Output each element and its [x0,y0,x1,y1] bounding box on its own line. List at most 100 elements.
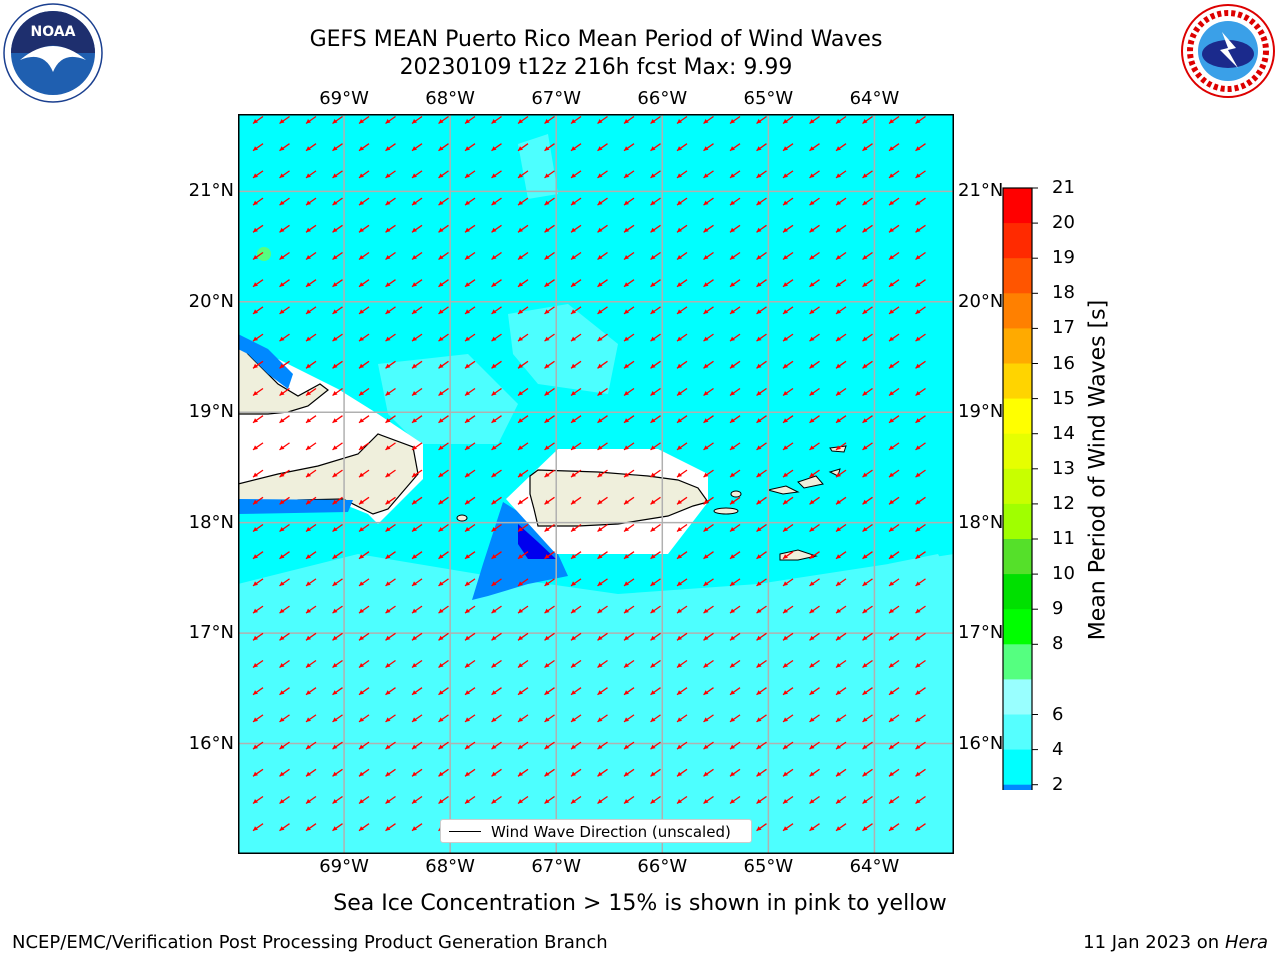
colorbar-tick-label: 12 [1052,492,1075,514]
wave-direction-arrow [332,795,343,805]
wave-direction-arrow [438,605,449,614]
wave-direction-arrow [358,197,370,206]
wave-direction-arrow [915,605,926,614]
wave-direction-arrow [597,279,608,288]
wave-direction-arrow [782,823,794,832]
wave-direction-arrow [597,442,608,451]
wave-direction-arrow [782,306,794,315]
wave-direction-arrow [305,551,317,560]
wave-direction-arrow [729,333,741,342]
wave-direction-arrow [544,523,555,533]
colorbar-segment [1003,784,1032,790]
colorbar-tick-label: 9 [1052,598,1064,620]
wave-direction-arrow [305,823,317,832]
wave-direction-arrow [915,768,926,777]
wave-direction-arrow [729,251,741,261]
wave-direction-arrow [676,170,688,179]
wave-direction-arrow [385,442,396,451]
wave-direction-arrow [756,415,767,424]
wave-direction-arrow [544,333,555,342]
st-croix-island [779,549,818,561]
wave-direction-arrow [676,306,688,315]
wave-direction-arrow [305,605,317,614]
wave-direction-arrow [385,659,396,669]
wave-direction-arrow [491,279,502,288]
wave-direction-arrow [835,360,847,369]
wave-direction-arrow [597,714,608,723]
wave-direction-arrow [623,170,635,179]
wave-direction-arrow [835,632,847,641]
wave-direction-arrow [544,197,555,206]
wave-direction-arrow [570,251,582,261]
wave-direction-arrow [729,659,741,669]
wave-direction-arrow [411,279,423,288]
wave-direction-arrow [491,795,502,805]
wave-direction-arrow [438,224,449,233]
wave-direction-arrow [835,415,847,424]
wave-direction-arrow [623,768,635,777]
wave-direction-arrow [862,578,873,587]
wave-direction-arrow [411,469,423,478]
wave-direction-arrow [597,197,608,206]
wave-direction-arrow [809,251,820,261]
wave-direction-arrow [438,387,449,397]
wave-direction-arrow [411,795,423,805]
wave-direction-arrow [358,578,370,587]
wave-direction-arrow [332,251,343,261]
wave-direction-arrow [650,714,661,723]
wave-direction-arrow [888,632,900,641]
wave-direction-arrow [332,197,343,206]
wave-direction-arrow [570,496,582,505]
wave-direction-arrow [252,415,264,424]
wave-direction-arrow [782,115,794,125]
wave-direction-arrow [756,251,767,261]
wave-direction-arrow [358,415,370,424]
wave-direction-arrow [544,578,555,587]
wave-direction-arrow [756,714,767,723]
wave-direction-arrow [544,306,555,315]
wave-direction-arrow [862,795,873,805]
wave-direction-arrow [332,306,343,315]
wave-direction-arrow [597,795,608,805]
wave-direction-arrow [411,333,423,342]
wave-direction-arrow [703,333,714,342]
wave-direction-arrow [517,741,529,750]
wave-direction-arrow [703,170,714,179]
wave-direction-arrow [305,279,317,288]
wave-direction-arrow [517,795,529,805]
wave-direction-arrow [491,551,502,560]
wave-direction-arrow [756,795,767,805]
vieques-island [713,507,739,515]
wave-direction-arrow [862,143,873,152]
wave-direction-arrow [252,551,264,560]
wave-direction-arrow [623,523,635,533]
wave-direction-arrow [915,170,926,179]
colorbar-segment [1003,398,1032,435]
wave-direction-arrow [305,360,317,369]
wave-direction-arrow [544,795,555,805]
graticule [238,114,954,854]
wave-direction-arrow [305,687,317,696]
wave-direction-arrow [597,632,608,641]
wave-direction-arrow [703,659,714,669]
wave-direction-arrow [862,659,873,669]
st-john-island [797,475,824,489]
wave-direction-arrow [862,387,873,397]
wave-direction-arrow [888,442,900,451]
wave-direction-arrow [464,496,476,505]
chart-title-line-1: GEFS MEAN Puerto Rico Mean Period of Win… [309,27,883,52]
wave-direction-arrow [623,632,635,641]
wave-direction-arrow [544,687,555,696]
wave-direction-arrow [544,496,555,505]
wave-direction-arrow [888,143,900,152]
wave-direction-arrow [862,632,873,641]
wave-direction-arrow [623,360,635,369]
wave-direction-arrow [835,224,847,233]
wave-direction-arrow [279,251,290,261]
wave-direction-arrow [809,605,820,614]
wave-direction-arrow [623,496,635,505]
wave-direction-arrow [252,170,264,179]
wave-direction-arrow [570,578,582,587]
wave-direction-arrow [623,415,635,424]
wave-direction-arrow [862,197,873,206]
